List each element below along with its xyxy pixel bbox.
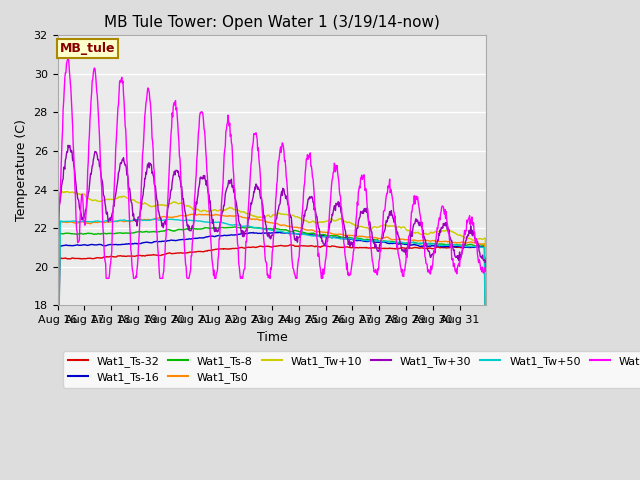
Wat1_Ts-16 bbox=[220, 232, 228, 238]
Wat1_Ts-32 bbox=[287, 242, 295, 248]
Wat1_Tw+30 bbox=[316, 231, 324, 237]
Wat1_Tw+10 bbox=[221, 207, 228, 213]
Wat1_Tw+10 bbox=[205, 208, 212, 214]
Title: MB Tule Tower: Open Water 1 (3/19/14-now): MB Tule Tower: Open Water 1 (3/19/14-now… bbox=[104, 15, 440, 30]
Wat1_Tw+50 bbox=[54, 433, 61, 439]
Wat1_Ts-8 bbox=[54, 440, 61, 446]
Wat1_Ts-32 bbox=[340, 244, 348, 250]
Wat1_Tw+30 bbox=[184, 223, 191, 229]
Wat1_Tw+30 bbox=[104, 219, 112, 225]
Y-axis label: Temperature (C): Temperature (C) bbox=[15, 120, 28, 221]
Wat1_Tw+50 bbox=[340, 236, 348, 242]
Wat1_Ts-8 bbox=[204, 225, 212, 231]
Line: Wat1_Ts-16: Wat1_Ts-16 bbox=[58, 232, 486, 449]
Wat1_Tw+10 bbox=[104, 196, 112, 202]
Line: Wat1_Ts-32: Wat1_Ts-32 bbox=[58, 245, 486, 455]
Wat1_Ts0 bbox=[221, 213, 228, 219]
Wat1_Tw+50 bbox=[184, 217, 191, 223]
Wat1_Ts-8 bbox=[231, 224, 239, 230]
Wat1_Tw+10 bbox=[483, 373, 490, 379]
Wat1_Ts-16 bbox=[340, 236, 348, 241]
Wat1_Tw+30 bbox=[483, 254, 490, 260]
Wat1_Tw+50 bbox=[152, 216, 159, 222]
Legend: Wat1_Ts-32, Wat1_Ts-16, Wat1_Ts-8, Wat1_Ts0, Wat1_Tw+10, Wat1_Tw+30, Wat1_Tw+50,: Wat1_Ts-32, Wat1_Ts-16, Wat1_Ts-8, Wat1_… bbox=[63, 351, 640, 388]
Wat1_Ts-32 bbox=[483, 396, 490, 402]
Wat1_Ts-32 bbox=[183, 250, 191, 256]
Wat1_Ts-8 bbox=[220, 225, 228, 231]
Wat1_Tw100 bbox=[102, 276, 110, 281]
Wat1_Tw100 bbox=[340, 243, 348, 249]
Wat1_Tw+10 bbox=[340, 218, 348, 224]
Wat1_Ts-16 bbox=[316, 233, 324, 239]
Wat1_Tw100 bbox=[317, 265, 324, 271]
Wat1_Ts-8 bbox=[340, 235, 348, 240]
Wat1_Tw+30 bbox=[340, 221, 348, 227]
Wat1_Tw+50 bbox=[316, 234, 324, 240]
Wat1_Ts-32 bbox=[54, 452, 61, 458]
Wat1_Ts0 bbox=[183, 213, 191, 218]
Wat1_Tw+30 bbox=[64, 143, 72, 148]
Wat1_Ts0 bbox=[316, 229, 324, 235]
Wat1_Tw+30 bbox=[481, 260, 489, 266]
Wat1_Tw100 bbox=[54, 251, 61, 257]
Wat1_Ts-32 bbox=[104, 254, 112, 260]
Wat1_Tw+10 bbox=[54, 421, 61, 427]
Line: Wat1_Tw+50: Wat1_Tw+50 bbox=[58, 219, 486, 436]
Wat1_Ts0 bbox=[188, 211, 196, 217]
Wat1_Tw+30 bbox=[205, 191, 212, 196]
Wat1_Ts-32 bbox=[220, 246, 228, 252]
Line: Wat1_Tw100: Wat1_Tw100 bbox=[58, 60, 486, 278]
Wat1_Ts-16 bbox=[483, 396, 490, 402]
Wat1_Tw+50 bbox=[221, 220, 228, 226]
Wat1_Tw100 bbox=[483, 262, 490, 268]
Wat1_Ts-16 bbox=[204, 234, 212, 240]
Wat1_Ts0 bbox=[205, 212, 212, 217]
Wat1_Tw+10 bbox=[184, 203, 191, 209]
Wat1_Ts-8 bbox=[104, 230, 112, 236]
Wat1_Tw+30 bbox=[221, 198, 228, 204]
Wat1_Ts-32 bbox=[204, 248, 212, 253]
Wat1_Ts-8 bbox=[483, 396, 490, 401]
Wat1_Tw+50 bbox=[483, 407, 490, 412]
Wat1_Tw100 bbox=[64, 57, 72, 62]
Text: MB_tule: MB_tule bbox=[60, 42, 115, 55]
Wat1_Tw100 bbox=[105, 276, 113, 281]
Wat1_Ts-8 bbox=[316, 232, 324, 238]
Wat1_Ts-16 bbox=[104, 242, 112, 248]
Wat1_Ts0 bbox=[483, 394, 490, 400]
X-axis label: Time: Time bbox=[257, 331, 287, 344]
Line: Wat1_Tw+30: Wat1_Tw+30 bbox=[58, 145, 486, 263]
Line: Wat1_Tw+10: Wat1_Tw+10 bbox=[58, 192, 486, 424]
Wat1_Ts0 bbox=[340, 232, 348, 238]
Wat1_Ts-8 bbox=[183, 226, 191, 232]
Wat1_Ts0 bbox=[54, 434, 61, 440]
Wat1_Ts-16 bbox=[183, 237, 191, 242]
Wat1_Tw+10 bbox=[316, 219, 324, 225]
Wat1_Tw+50 bbox=[104, 218, 112, 224]
Wat1_Ts-16 bbox=[276, 229, 284, 235]
Line: Wat1_Ts0: Wat1_Ts0 bbox=[58, 214, 486, 437]
Wat1_Ts-16 bbox=[54, 446, 61, 452]
Wat1_Tw+10 bbox=[63, 189, 71, 194]
Wat1_Tw100 bbox=[221, 144, 229, 149]
Wat1_Tw+30 bbox=[54, 207, 61, 213]
Wat1_Ts-32 bbox=[316, 244, 324, 250]
Wat1_Tw100 bbox=[184, 276, 191, 281]
Line: Wat1_Ts-8: Wat1_Ts-8 bbox=[58, 227, 486, 443]
Wat1_Ts0 bbox=[104, 219, 112, 225]
Wat1_Tw+50 bbox=[205, 219, 212, 225]
Wat1_Tw100 bbox=[205, 206, 213, 212]
